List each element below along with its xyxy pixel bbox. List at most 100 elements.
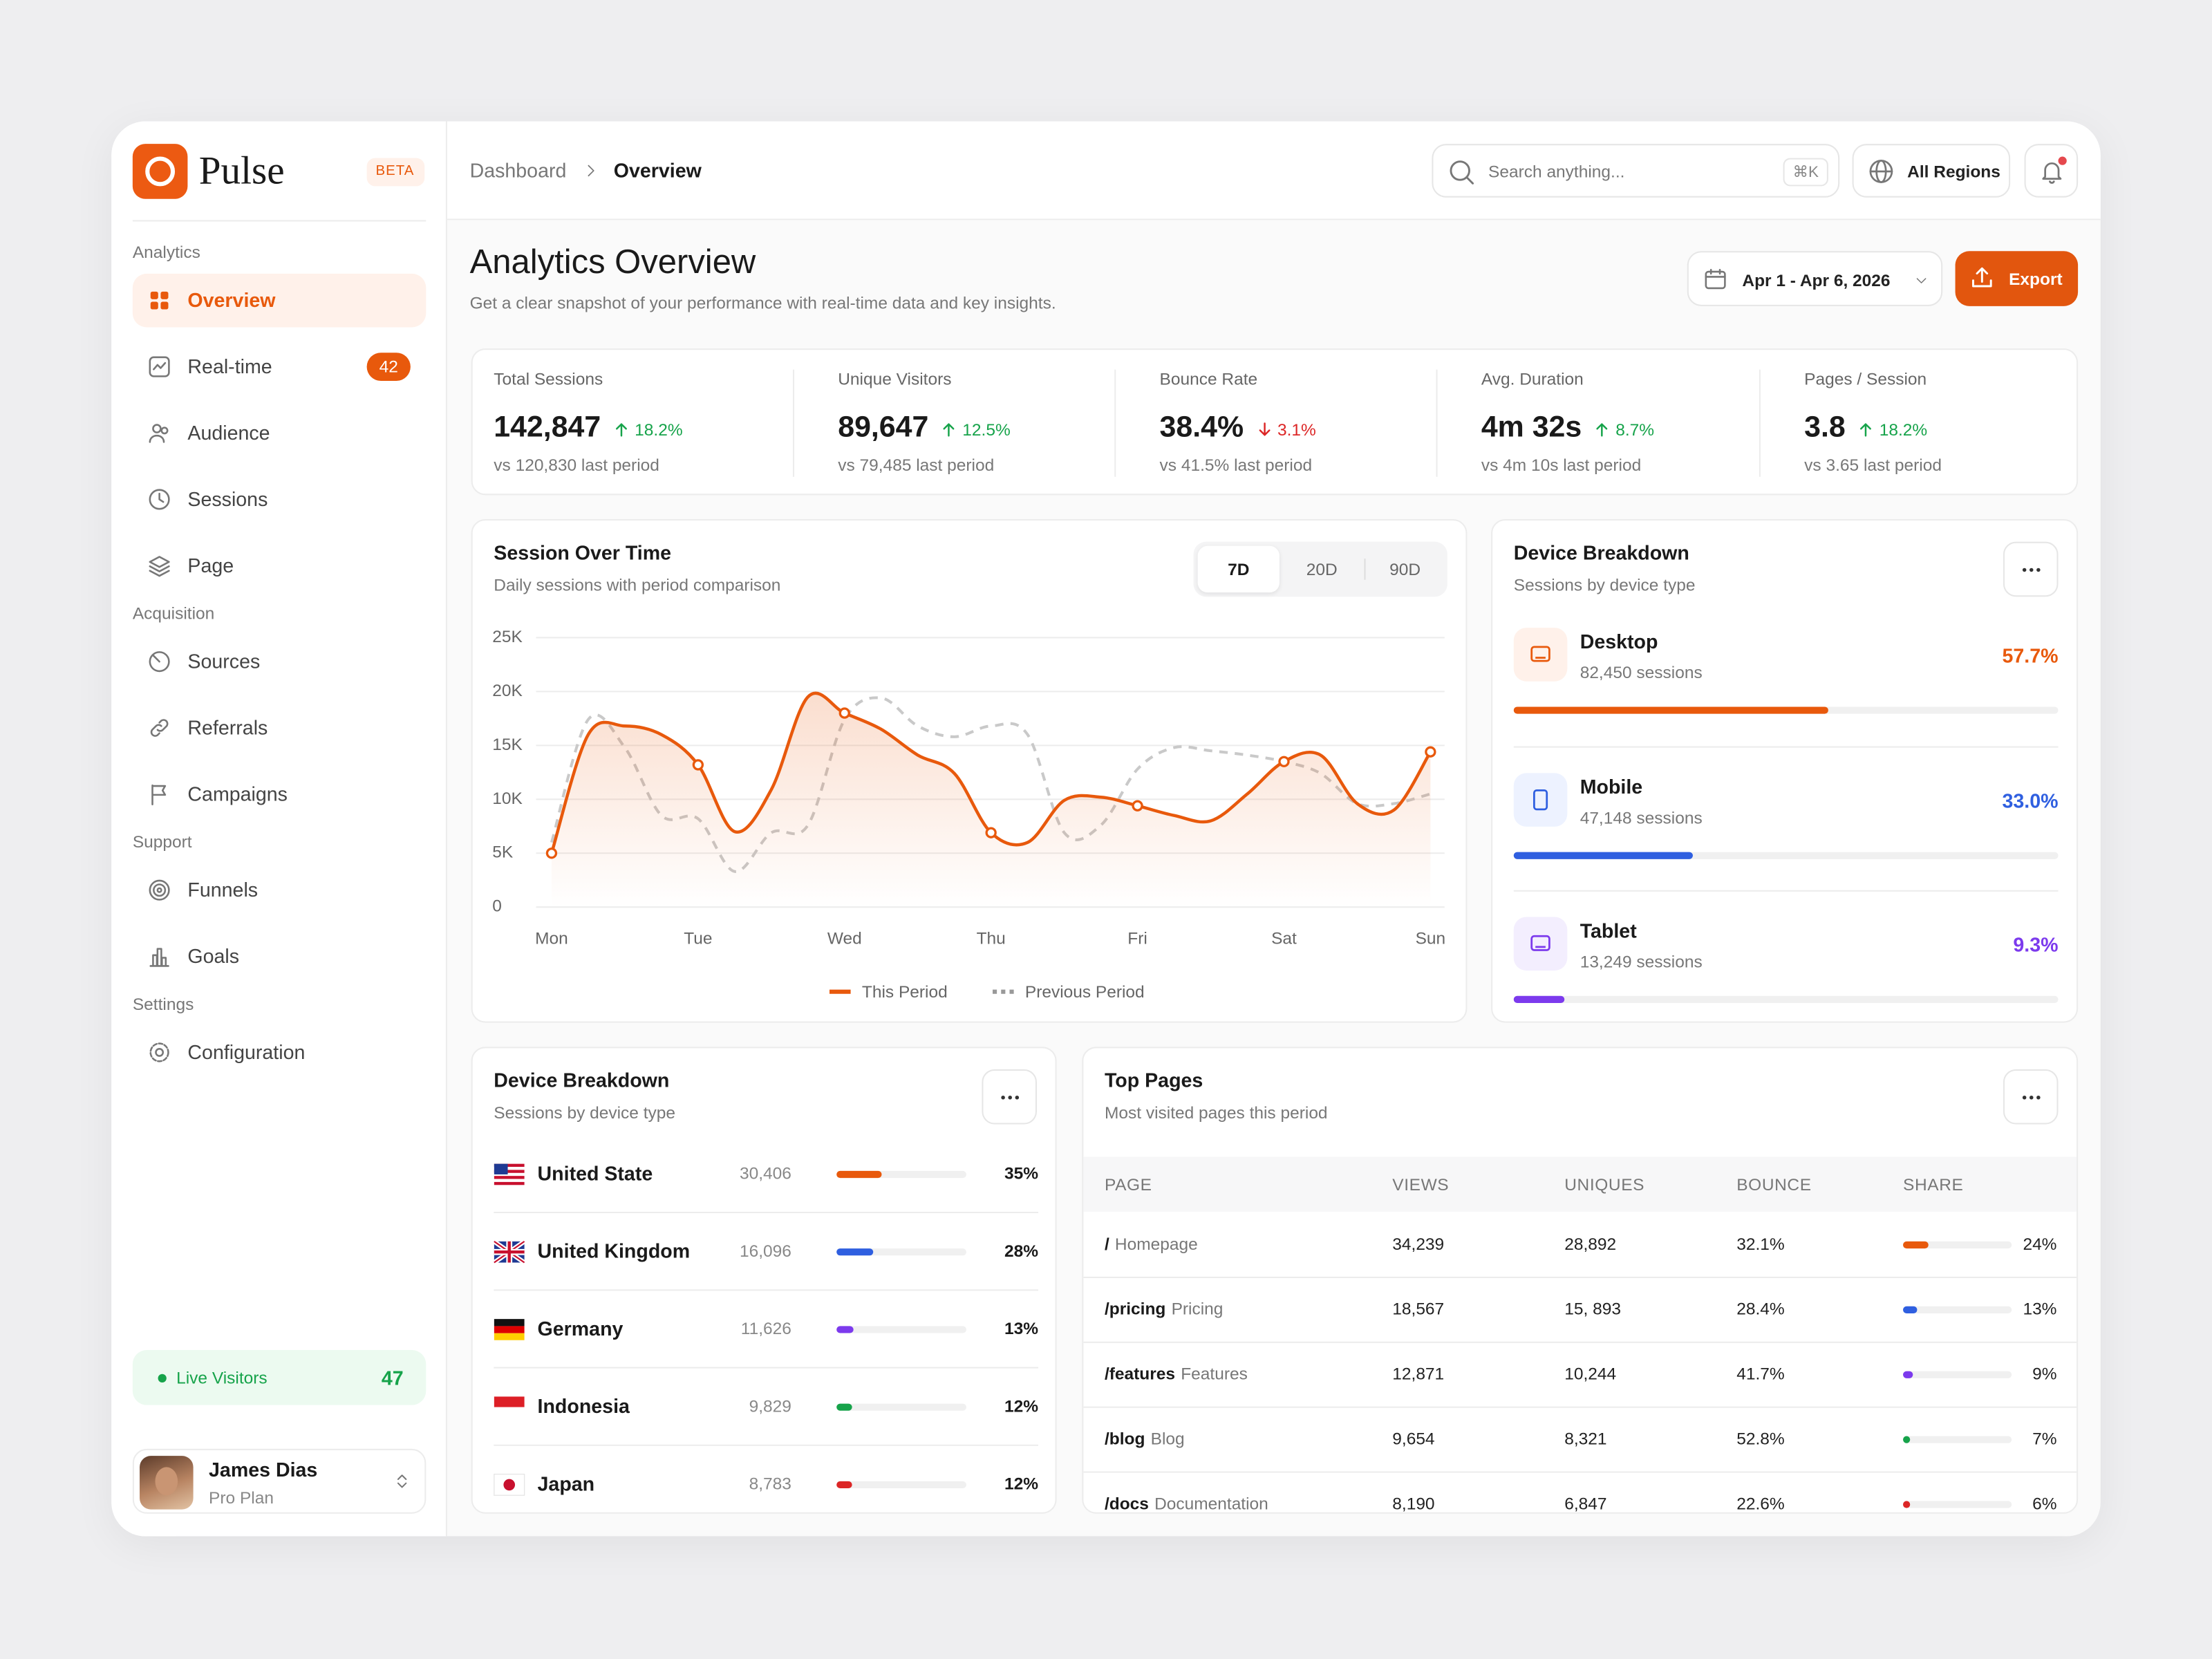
sidebar bbox=[111, 121, 447, 1537]
export-button[interactable]: Export bbox=[1955, 251, 2079, 306]
more-button[interactable] bbox=[2003, 1069, 2059, 1125]
legend-label: This Period bbox=[862, 983, 948, 1002]
trend-arrow bbox=[1596, 423, 1608, 437]
nav-item[interactable]: Audience bbox=[133, 406, 426, 460]
country-bar-track bbox=[836, 1325, 966, 1333]
nav-item[interactable]: Referrals bbox=[133, 701, 426, 755]
trend-arrow bbox=[1258, 422, 1270, 436]
range-tab[interactable]: 20D bbox=[1281, 546, 1362, 592]
kpi-compare: vs 4m 10s last period bbox=[1481, 455, 1642, 476]
chevron-down bbox=[1916, 278, 1927, 283]
kpi-divider bbox=[792, 369, 794, 477]
card-subtitle: Most visited pages this period bbox=[1104, 1103, 1328, 1123]
page-uniques: 28,892 bbox=[1564, 1234, 1617, 1254]
device-name: Tablet bbox=[1580, 919, 1637, 942]
page-name: Blog bbox=[1150, 1428, 1185, 1449]
more-button[interactable] bbox=[2003, 541, 2059, 597]
x-tick-label: Sat bbox=[1271, 930, 1297, 948]
calendar-icon bbox=[1705, 269, 1726, 290]
row-divider bbox=[1083, 1276, 2077, 1278]
page-cell: /blog Blog bbox=[1105, 1429, 1185, 1449]
page-path: / bbox=[1104, 1234, 1109, 1254]
breadcrumb-chevron bbox=[588, 165, 594, 177]
country-bar-track bbox=[836, 1403, 966, 1410]
device-name: Desktop bbox=[1580, 630, 1658, 653]
chevron-updown bbox=[397, 1474, 407, 1488]
nav-label: Overview bbox=[187, 288, 276, 312]
card-title: Device Breakdown bbox=[494, 1069, 670, 1091]
nav-section-label: Analytics bbox=[132, 242, 200, 263]
share-bar bbox=[1903, 1435, 1911, 1443]
user-card[interactable]: James Dias Pro Plan bbox=[132, 1448, 427, 1514]
kpi-value: 142,847 bbox=[494, 411, 601, 444]
nav-item[interactable]: Real-time 42 bbox=[133, 340, 426, 394]
kpi-card: Total Sessions 142,847 18.2% vs 120,830 las… bbox=[471, 348, 2079, 496]
card-title: Top Pages bbox=[1104, 1069, 1203, 1091]
device-sessions: 82,450 sessions bbox=[1580, 662, 1703, 683]
share-bar-track bbox=[1903, 1305, 2012, 1313]
shortcut-badge: ⌘K bbox=[1783, 158, 1828, 187]
country-name: Indonesia bbox=[537, 1394, 630, 1418]
page-share: 9% bbox=[2032, 1364, 2057, 1384]
flag bbox=[494, 1396, 525, 1418]
live-dot bbox=[158, 1374, 167, 1382]
share-bar-track bbox=[1903, 1240, 2012, 1248]
date-range-button[interactable]: Apr 1 - Apr 6, 2026 bbox=[1687, 251, 1943, 306]
search-box[interactable]: Search anything... ⌘K bbox=[1432, 144, 1840, 198]
country-share: 28% bbox=[1004, 1241, 1039, 1262]
x-tick-label: Sun bbox=[1416, 930, 1446, 948]
more-button[interactable] bbox=[982, 1069, 1037, 1125]
nav-item[interactable]: Sources bbox=[133, 635, 426, 688]
nav-badge-count: 42 bbox=[379, 356, 398, 377]
country-sessions: 11,626 bbox=[740, 1318, 791, 1339]
point-marker bbox=[1132, 800, 1143, 812]
page-name: Features bbox=[1181, 1364, 1248, 1384]
notification-button[interactable] bbox=[2024, 144, 2079, 198]
export-label: Export bbox=[2009, 268, 2063, 288]
device-bar bbox=[1513, 706, 1828, 714]
page-path: /features bbox=[1104, 1364, 1176, 1384]
region-label: All Regions bbox=[1907, 162, 2000, 182]
search-placeholder: Search anything... bbox=[1488, 162, 1625, 182]
device-bar-track bbox=[1513, 995, 2059, 1004]
flag bbox=[492, 1239, 526, 1265]
nav-item[interactable]: Configuration bbox=[133, 1026, 426, 1080]
country-divider bbox=[494, 1212, 1039, 1214]
nav-item[interactable]: Page bbox=[133, 539, 426, 593]
page-views: 12,871 bbox=[1392, 1364, 1445, 1384]
page-path: /docs bbox=[1104, 1493, 1149, 1514]
nav-item[interactable]: Sessions bbox=[133, 473, 426, 527]
flag bbox=[494, 1163, 525, 1185]
live-label: Live Visitors bbox=[176, 1368, 268, 1388]
point-marker bbox=[838, 707, 850, 719]
kpi-compare: vs 3.65 last period bbox=[1804, 455, 1942, 476]
country-name: Germany bbox=[537, 1317, 624, 1340]
device-icon bbox=[1513, 917, 1568, 971]
country-bar bbox=[836, 1170, 882, 1178]
nav-item[interactable]: Campaigns bbox=[133, 767, 426, 821]
beta-label: BETA bbox=[375, 163, 415, 180]
nav-label: Referrals bbox=[187, 715, 268, 739]
nav-item[interactable]: Funnels bbox=[133, 863, 426, 917]
range-tabs: 7D 20D 90D bbox=[1193, 541, 1447, 597]
y-tick-label: 0 bbox=[492, 897, 502, 916]
device-bar bbox=[1513, 995, 1565, 1004]
nav-badge: 42 bbox=[366, 353, 411, 382]
region-button[interactable]: All Regions bbox=[1852, 144, 2011, 198]
nav-item[interactable]: Overview bbox=[132, 273, 427, 328]
device-glyph bbox=[1530, 935, 1550, 951]
point-marker bbox=[1425, 746, 1436, 758]
area bbox=[551, 693, 1431, 908]
country-share: 13% bbox=[1004, 1318, 1039, 1339]
range-tab[interactable]: 7D bbox=[1197, 545, 1280, 593]
country-share: 35% bbox=[1004, 1163, 1039, 1183]
range-tab[interactable]: 90D bbox=[1364, 546, 1445, 592]
page-views: 9,654 bbox=[1392, 1428, 1435, 1449]
nav-icon bbox=[149, 556, 170, 577]
page-uniques: 8,321 bbox=[1564, 1428, 1607, 1449]
table-header bbox=[1083, 1156, 2077, 1212]
legend-label: Previous Period bbox=[1025, 983, 1145, 1002]
point-marker bbox=[692, 759, 704, 771]
nav-item[interactable]: Goals bbox=[133, 930, 426, 984]
